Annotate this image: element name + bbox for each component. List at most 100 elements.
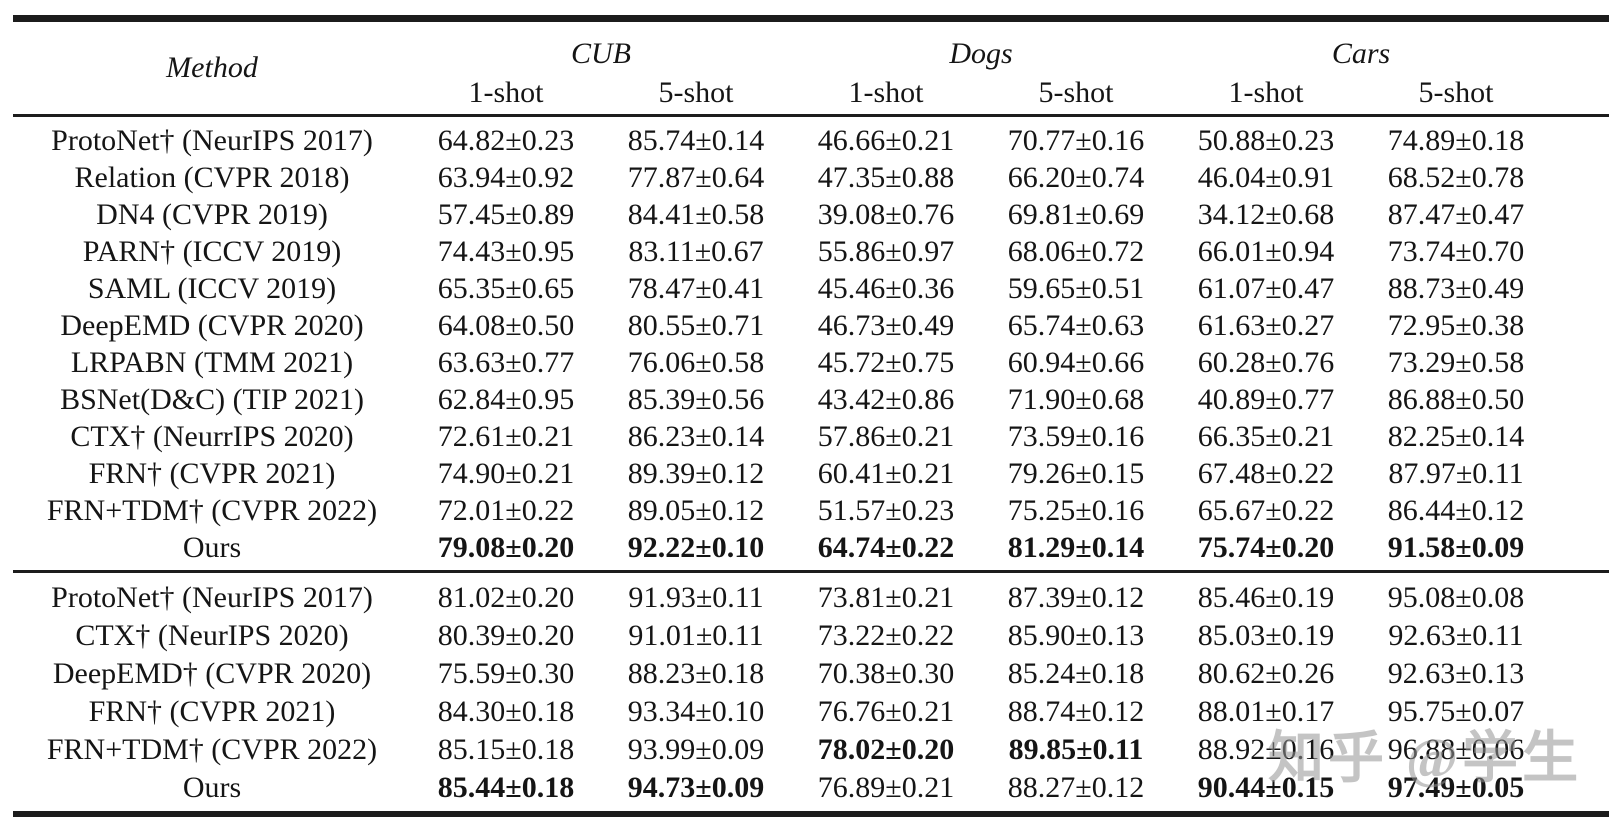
value-cell: 81.29±0.14 xyxy=(1007,530,1145,564)
method-cell: FRN+TDM† (CVPR 2022) xyxy=(46,733,378,766)
value-cell: 73.74±0.70 xyxy=(1387,234,1525,268)
value-cell: 93.99±0.09 xyxy=(627,733,765,766)
value-cell: 91.93±0.11 xyxy=(628,581,764,614)
table-section-2: ProtoNet† (NeurIPS 2017) 81.02±0.20 91.93±… xyxy=(13,572,1609,815)
table-row: FRN+TDM† (CVPR 2022) 72.01±0.22 89.05±0.12… xyxy=(13,492,1609,529)
col-header-cub-5shot: 5-shot xyxy=(658,75,734,109)
value-cell: 85.15±0.18 xyxy=(437,733,575,766)
value-cell: 57.45±0.89 xyxy=(437,197,575,231)
value-cell: 88.27±0.12 xyxy=(1007,771,1145,804)
group-header-dogs: Dogs xyxy=(949,37,1013,70)
header-spacer xyxy=(1551,19,1609,116)
row-spacer xyxy=(1551,233,1609,270)
value-cell: 91.58±0.09 xyxy=(1387,530,1525,564)
value-cell: 87.47±0.47 xyxy=(1387,197,1525,231)
value-cell: 46.66±0.21 xyxy=(817,123,955,157)
value-cell: 81.02±0.20 xyxy=(437,581,575,614)
table-row: LRPABN (TMM 2021) 63.63±0.77 76.06±0.58 45.… xyxy=(13,344,1609,381)
col-header-cub-1shot: 1-shot xyxy=(468,75,544,109)
value-cell: 91.01±0.11 xyxy=(628,619,764,652)
value-cell: 76.89±0.21 xyxy=(817,771,955,804)
value-cell: 74.90±0.21 xyxy=(437,456,575,490)
value-cell: 78.47±0.41 xyxy=(627,271,765,305)
value-cell: 59.65±0.51 xyxy=(1007,271,1145,305)
value-cell: 87.97±0.11 xyxy=(1388,456,1524,490)
value-cell: 68.52±0.78 xyxy=(1387,160,1525,194)
value-cell: 93.34±0.10 xyxy=(627,695,765,728)
row-spacer xyxy=(1551,307,1609,344)
row-spacer xyxy=(1551,655,1609,693)
value-cell: 86.23±0.14 xyxy=(627,419,765,453)
value-cell: 61.07±0.47 xyxy=(1197,271,1335,305)
value-cell: 61.63±0.27 xyxy=(1197,308,1335,342)
row-spacer xyxy=(1551,492,1609,529)
value-cell: 92.22±0.10 xyxy=(627,530,765,564)
value-cell: 65.35±0.65 xyxy=(437,271,575,305)
paper-table-page: Method CUB Dogs Cars 1-shot 5-shot 1-sho… xyxy=(0,15,1622,821)
results-table: Method CUB Dogs Cars 1-shot 5-shot 1-sho… xyxy=(13,15,1610,817)
method-cell: Ours xyxy=(182,530,242,564)
value-cell: 68.06±0.72 xyxy=(1007,234,1145,268)
value-cell: 85.44±0.18 xyxy=(437,771,575,804)
table-row: ProtoNet† (NeurIPS 2017) 81.02±0.20 91.93±… xyxy=(13,572,1609,618)
value-cell: 65.67±0.22 xyxy=(1197,493,1335,527)
value-cell: 82.25±0.14 xyxy=(1387,419,1525,453)
table-row: CTX† (NeurrIPS 2020) 72.61±0.21 86.23±0.14… xyxy=(13,418,1609,455)
value-cell: 73.22±0.22 xyxy=(817,619,955,652)
table-header: Method CUB Dogs Cars 1-shot 5-shot 1-sho… xyxy=(13,19,1610,116)
table-section-1: ProtoNet† (NeurIPS 2017) 64.82±0.23 85.74±… xyxy=(13,116,1610,572)
value-cell: 88.73±0.49 xyxy=(1387,271,1525,305)
row-spacer xyxy=(1551,344,1609,381)
value-cell: 34.12±0.68 xyxy=(1197,197,1335,231)
value-cell: 77.87±0.64 xyxy=(627,160,765,194)
value-cell: 84.30±0.18 xyxy=(437,695,575,728)
value-cell: 90.44±0.15 xyxy=(1197,771,1335,804)
value-cell: 89.85±0.11 xyxy=(1008,733,1144,766)
value-cell: 75.25±0.16 xyxy=(1007,493,1145,527)
value-cell: 51.57±0.23 xyxy=(817,493,955,527)
method-cell: LRPABN (TMM 2021) xyxy=(70,345,354,379)
value-cell: 60.28±0.76 xyxy=(1197,345,1335,379)
method-cell: FRN† (CVPR 2021) xyxy=(88,456,336,490)
value-cell: 55.86±0.97 xyxy=(817,234,955,268)
col-header-cars-5shot: 5-shot xyxy=(1418,75,1494,109)
table-row: SAML (ICCV 2019) 65.35±0.65 78.47±0.41 45.4… xyxy=(13,270,1609,307)
value-cell: 74.43±0.95 xyxy=(437,234,575,268)
value-cell: 65.74±0.63 xyxy=(1007,308,1145,342)
value-cell: 46.04±0.91 xyxy=(1197,160,1335,194)
value-cell: 85.39±0.56 xyxy=(627,382,765,416)
row-spacer xyxy=(1551,196,1609,233)
method-column-header: Method xyxy=(166,51,258,84)
value-cell: 80.55±0.71 xyxy=(627,308,765,342)
value-cell: 70.77±0.16 xyxy=(1007,123,1145,157)
value-cell: 57.86±0.21 xyxy=(817,419,955,453)
group-header-cub: CUB xyxy=(571,37,631,70)
value-cell: 76.06±0.58 xyxy=(627,345,765,379)
value-cell: 66.35±0.21 xyxy=(1197,419,1335,453)
value-cell: 87.39±0.12 xyxy=(1007,581,1145,614)
value-cell: 96.88±0.06 xyxy=(1387,733,1525,766)
table-row: BSNet(D&C) (TIP 2021) 62.84±0.95 85.39±0.5… xyxy=(13,381,1609,418)
value-cell: 84.41±0.58 xyxy=(627,197,765,231)
table-row: Ours 79.08±0.20 92.22±0.10 64.74±0.22 81.29±… xyxy=(13,529,1609,572)
method-cell: CTX† (NeurIPS 2020) xyxy=(75,619,349,652)
method-cell: BSNet(D&C) (TIP 2021) xyxy=(60,382,364,416)
value-cell: 75.74±0.20 xyxy=(1197,530,1335,564)
value-cell: 85.90±0.13 xyxy=(1007,619,1145,652)
value-cell: 74.89±0.18 xyxy=(1387,123,1525,157)
value-cell: 40.89±0.77 xyxy=(1197,382,1335,416)
value-cell: 60.41±0.21 xyxy=(817,456,955,490)
group-header-cars: Cars xyxy=(1331,37,1391,70)
method-cell: DeepEMD (CVPR 2020) xyxy=(60,308,364,342)
value-cell: 85.46±0.19 xyxy=(1197,581,1335,614)
row-spacer xyxy=(1551,529,1609,572)
value-cell: 97.49±0.05 xyxy=(1387,771,1525,804)
method-cell: CTX† (NeurrIPS 2020) xyxy=(70,419,354,453)
col-header-cars-1shot: 1-shot xyxy=(1228,75,1304,109)
method-cell: DeepEMD† (CVPR 2020) xyxy=(52,657,372,690)
method-cell: Ours xyxy=(182,771,242,804)
row-spacer xyxy=(1551,572,1609,618)
value-cell: 50.88±0.23 xyxy=(1197,123,1335,157)
row-spacer xyxy=(1551,381,1609,418)
row-spacer xyxy=(1551,769,1609,814)
